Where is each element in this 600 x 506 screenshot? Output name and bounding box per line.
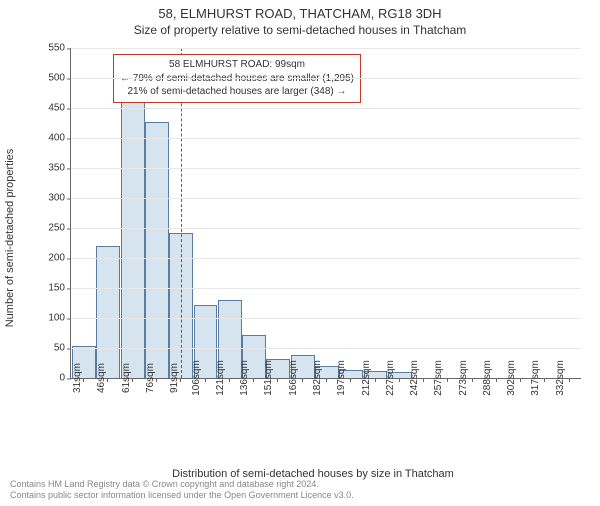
bar [121,101,145,378]
bar-slot: 212sqm [362,48,386,378]
y-tick-label: 450 [48,103,71,114]
x-tick-mark [156,378,157,382]
gridline [71,78,581,79]
x-tick-label: 61sqm [113,363,132,393]
plot-area: 31sqm46sqm61sqm76sqm91sqm106sqm121sqm136… [70,48,581,379]
x-tick-mark [496,378,497,382]
x-tick-label: 106sqm [183,360,202,396]
x-tick-mark [520,378,521,382]
bar-slot: 317sqm [532,48,556,378]
footer-credits: Contains HM Land Registry data © Crown c… [10,479,590,502]
gridline [71,348,581,349]
x-tick-mark [350,378,351,382]
x-tick-mark [302,378,303,382]
x-tick-label: 121sqm [207,360,226,396]
x-tick-mark [83,378,84,382]
bar [145,122,169,378]
gridline [71,288,581,289]
bar-slot: 227sqm [387,48,411,378]
y-tick-label: 300 [48,193,71,204]
footer-line2: Contains public sector information licen… [10,490,590,502]
y-tick-label: 0 [59,373,71,384]
gridline [71,168,581,169]
x-tick-label: 288sqm [474,360,493,396]
chart-container: Number of semi-detached properties 31sqm… [38,48,588,428]
bar-slot: 288sqm [484,48,508,378]
x-tick-mark [107,378,108,382]
x-tick-label: 302sqm [498,360,517,396]
x-tick-mark [544,378,545,382]
annotation-line3: 21% of semi-detached houses are larger (… [120,85,354,99]
x-tick-label: 273sqm [450,360,469,396]
x-tick-mark [326,378,327,382]
bar-slot: 332sqm [557,48,581,378]
y-tick-label: 500 [48,73,71,84]
x-tick-mark [399,378,400,382]
x-tick-label: 76sqm [137,363,156,393]
x-tick-mark [253,378,254,382]
x-tick-label: 46sqm [88,363,107,393]
gridline [71,198,581,199]
chart-title-main: 58, ELMHURST ROAD, THATCHAM, RG18 3DH [0,6,600,21]
y-tick-label: 400 [48,133,71,144]
x-tick-label: 257sqm [426,360,445,396]
y-tick-label: 350 [48,163,71,174]
chart-title-sub: Size of property relative to semi-detach… [0,23,600,37]
bar-slot: 257sqm [435,48,459,378]
x-tick-label: 332sqm [547,360,566,396]
x-tick-mark [180,378,181,382]
y-tick-label: 550 [48,43,71,54]
y-tick-label: 150 [48,283,71,294]
bar-slot: 302sqm [508,48,532,378]
x-tick-mark [423,378,424,382]
x-tick-mark [205,378,206,382]
x-tick-mark [472,378,473,382]
x-tick-label: 91sqm [161,363,180,393]
footer-line1: Contains HM Land Registry data © Crown c… [10,479,590,491]
x-tick-label: 317sqm [523,360,542,396]
x-tick-label: 197sqm [328,360,347,396]
y-axis-label: Number of semi-detached properties [4,149,16,328]
gridline [71,138,581,139]
x-tick-label: 166sqm [280,360,299,396]
bar [96,246,120,378]
gridline [71,48,581,49]
x-tick-mark [447,378,448,382]
gridline [71,258,581,259]
x-tick-mark [277,378,278,382]
x-tick-label: 227sqm [377,360,396,396]
y-tick-label: 100 [48,313,71,324]
gridline [71,318,581,319]
x-tick-label: 136sqm [231,360,250,396]
x-tick-mark [229,378,230,382]
gridline [71,228,581,229]
x-tick-label: 182sqm [304,360,323,396]
y-tick-label: 250 [48,223,71,234]
bar-slot: 31sqm [71,48,95,378]
x-tick-mark [569,378,570,382]
bar-slot: 242sqm [411,48,435,378]
x-tick-mark [375,378,376,382]
gridline [71,108,581,109]
x-tick-label: 151sqm [256,360,275,396]
y-tick-label: 200 [48,253,71,264]
annotation-line1: 58 ELMHURST ROAD: 99sqm [120,58,354,72]
bar-slot: 273sqm [460,48,484,378]
y-tick-label: 50 [54,343,71,354]
x-tick-label: 212sqm [353,360,372,396]
x-tick-label: 242sqm [401,360,420,396]
